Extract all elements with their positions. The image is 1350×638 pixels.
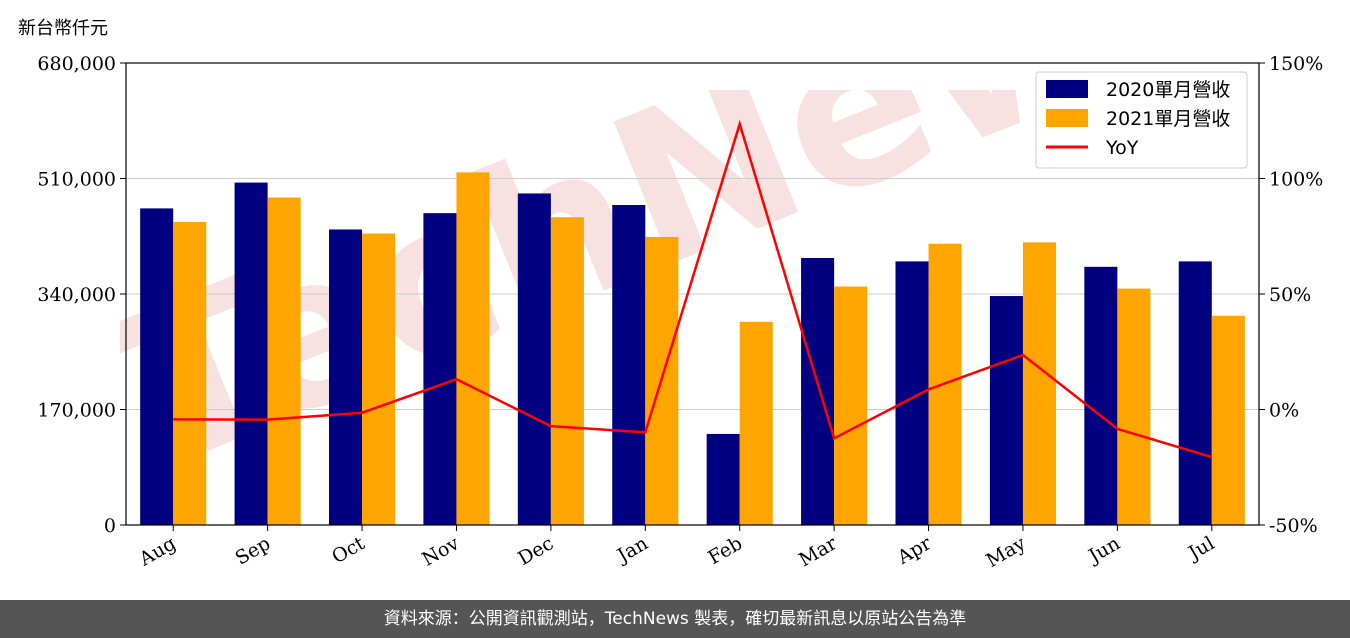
revenue-chart: 0 170,000 340,000 510,000 680,000 -50% 0% 50% 10… xyxy=(37,53,1323,572)
yoy-line xyxy=(173,119,1213,459)
bar-2021 xyxy=(1211,315,1245,525)
x-tick-label: Jan xyxy=(612,532,652,568)
bar-2021 xyxy=(550,217,584,525)
bar-2021 xyxy=(362,233,396,525)
bar-2021 xyxy=(267,197,301,525)
bar-2020 xyxy=(612,204,646,525)
bar-2021 xyxy=(739,321,773,525)
x-tick-label: Aug xyxy=(135,532,180,571)
x-tick-label: Jul xyxy=(1183,532,1218,565)
legend-box xyxy=(1035,71,1248,169)
y-right-tick-label: 150% xyxy=(1269,53,1323,75)
x-tick-label: Sep xyxy=(232,532,275,569)
x-tick-label: Apr xyxy=(893,532,936,569)
bar-2021 xyxy=(456,172,490,525)
bar-2020 xyxy=(423,213,457,525)
bar-2021 xyxy=(173,221,207,525)
bar-2020 xyxy=(234,182,268,525)
bar-2021 xyxy=(1117,288,1151,525)
y-right-tick-label: 100% xyxy=(1269,169,1323,191)
source-footer: 資料來源：公開資訊觀測站，TechNews 製表，確切最新訊息以原站公告為準 xyxy=(0,600,1350,638)
bar-2020 xyxy=(801,257,835,525)
bar-2021 xyxy=(834,286,868,525)
y-tick-label: 510,000 xyxy=(37,169,116,191)
bar-2020 xyxy=(706,433,740,525)
bar-2020 xyxy=(1084,266,1118,525)
y-right-tick-label: 50% xyxy=(1269,284,1311,306)
bar-2020 xyxy=(140,208,174,526)
bar-2020 xyxy=(517,193,551,525)
y-tick-label: 680,000 xyxy=(37,53,116,75)
bar-2020 xyxy=(989,296,1023,525)
x-tick-label: Nov xyxy=(418,532,463,571)
legend-label: 2021單月營收 xyxy=(1106,108,1230,130)
y-right-tick-label: 0% xyxy=(1269,400,1299,422)
bar-2020 xyxy=(328,229,363,526)
y-right-tick-label: -50% xyxy=(1269,515,1318,537)
x-tick-label: Dec xyxy=(514,532,557,570)
bar-2021 xyxy=(1022,242,1057,526)
y-tick-label: 340,000 xyxy=(37,284,116,306)
y-tick-label: 0 xyxy=(104,515,116,537)
x-tick-label: Feb xyxy=(704,532,746,569)
legend-swatch xyxy=(1046,80,1088,98)
y-axis-unit-label: 新台幣仟元 xyxy=(18,18,108,39)
y-tick-label: 170,000 xyxy=(37,400,116,422)
x-tick-label: Oct xyxy=(328,532,369,568)
legend-label: 2020單月營收 xyxy=(1106,79,1230,101)
x-tick-label: May xyxy=(982,532,1029,572)
x-tick-label: Jun xyxy=(1083,532,1124,568)
legend-swatch xyxy=(1046,109,1088,127)
bar-2020 xyxy=(1178,261,1212,525)
legend-label: YoY xyxy=(1105,137,1139,159)
x-tick-label: Mar xyxy=(795,532,841,571)
